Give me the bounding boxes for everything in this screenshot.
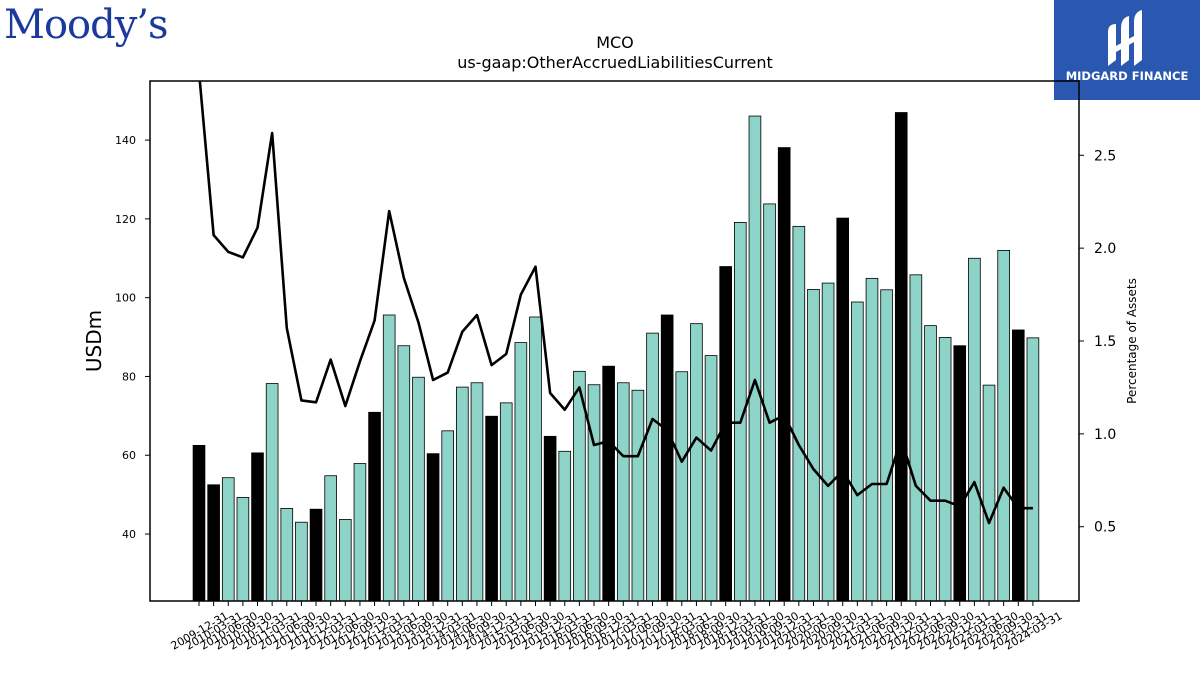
bar-2010-12-31 [251, 452, 264, 602]
y2-tick-label: 0.5 [1094, 520, 1116, 536]
y2-tick-label: 2.0 [1094, 241, 1116, 257]
bar-2015-09-30 [529, 316, 542, 602]
bar-2016-12-31 [602, 365, 615, 602]
bar-2017-03-31 [616, 382, 630, 602]
bar-2009-12-31 [192, 444, 206, 602]
bar-2020-09-30 [821, 282, 835, 602]
y2-axis-label: Percentage of Assets [1125, 278, 1139, 404]
y-axis-label: USDm [82, 310, 106, 372]
midgard-mark-icon [1108, 10, 1142, 66]
bar-2012-12-31 [368, 411, 381, 602]
bar-2019-09-30 [763, 203, 776, 602]
bar-2022-06-30 [924, 325, 937, 602]
bar-2020-03-31 [792, 225, 806, 602]
bar-2015-06-30 [514, 342, 528, 602]
bar-2011-12-31 [309, 508, 323, 602]
bar-2021-09-30 [880, 289, 893, 602]
bar-2023-03-31 [968, 257, 981, 602]
bar-2013-09-30 [412, 376, 425, 602]
y-axis: 40 60 80 100 120 140 [115, 134, 150, 541]
bar-2014-03-31 [441, 430, 455, 602]
midgard-finance-logo: MIDGARD FINANCE [1054, 0, 1200, 100]
moodys-logo: Moody’s [4, 2, 169, 48]
bar-2012-06-30 [338, 519, 352, 602]
percentage-line [198, 81, 1033, 525]
midgard-finance-name: MIDGARD FINANCE [1065, 69, 1189, 83]
line-series [198, 81, 1033, 525]
y2-tick-label: 2.5 [1094, 148, 1116, 164]
bar-2011-06-30 [280, 508, 294, 602]
bar-2014-09-30 [470, 382, 484, 602]
bar-2010-09-30 [236, 496, 250, 602]
bar-2018-03-31 [675, 371, 689, 602]
bar-2019-06-30 [748, 115, 762, 602]
bar-2021-06-30 [865, 277, 879, 602]
bar-2012-03-31 [324, 475, 337, 602]
bar-2021-03-31 [851, 301, 864, 602]
bar-2015-03-31 [499, 402, 513, 602]
y-tick-label: 100 [115, 292, 136, 305]
chart-title: MCO [596, 33, 634, 52]
bar-2023-09-30 [997, 249, 1010, 602]
y2-tick-label: 1.0 [1094, 427, 1116, 443]
y-tick-label: 80 [122, 370, 136, 383]
bar-2011-09-30 [295, 521, 308, 602]
bar-2014-12-31 [485, 415, 498, 602]
bar-2013-06-30 [397, 345, 411, 602]
bar-2010-03-31 [207, 484, 220, 602]
bar-2018-12-31 [719, 266, 732, 602]
bar-2013-03-31 [382, 314, 396, 602]
chart-subtitle: us-gaap:OtherAccruedLiabilitiesCurrent [457, 53, 773, 72]
bar-series [192, 112, 1040, 602]
bar-2016-09-30 [587, 384, 601, 602]
y-tick-label: 60 [122, 449, 136, 462]
bar-2023-06-30 [982, 384, 996, 602]
x-axis: 2009-12-312010-03-312010-06-302010-09-30… [169, 601, 1064, 653]
bar-2018-09-30 [704, 355, 718, 602]
bar-2022-03-31 [909, 274, 923, 602]
bar-2023-12-31 [1011, 329, 1025, 602]
bar-2020-06-30 [807, 288, 820, 602]
bar-2022-12-31 [953, 345, 967, 602]
bar-2010-06-30 [221, 477, 235, 602]
bar-2019-12-31 [777, 147, 791, 602]
bar-2016-03-31 [558, 450, 572, 602]
bar-2022-09-30 [938, 337, 952, 602]
y-tick-label: 40 [122, 528, 136, 541]
y-tick-label: 140 [115, 134, 136, 147]
bar-2014-06-30 [456, 386, 469, 602]
bar-2011-03-31 [265, 383, 279, 602]
bar-2021-12-31 [894, 112, 908, 602]
bar-2017-09-30 [646, 332, 659, 602]
bar-2017-12-31 [660, 314, 674, 602]
y2-tick-label: 1.5 [1094, 334, 1116, 350]
bar-2017-06-30 [631, 389, 645, 602]
bar-2018-06-30 [690, 323, 703, 602]
bar-2015-12-31 [543, 435, 557, 602]
y-tick-label: 120 [115, 213, 136, 226]
bar-2020-12-31 [836, 217, 850, 602]
bar-2024-03-31 [1026, 337, 1040, 602]
bar-2012-09-30 [353, 463, 367, 602]
y2-axis: 0.5 1.0 1.5 2.0 2.5 [1079, 148, 1116, 536]
bar-2013-12-31 [426, 453, 440, 602]
